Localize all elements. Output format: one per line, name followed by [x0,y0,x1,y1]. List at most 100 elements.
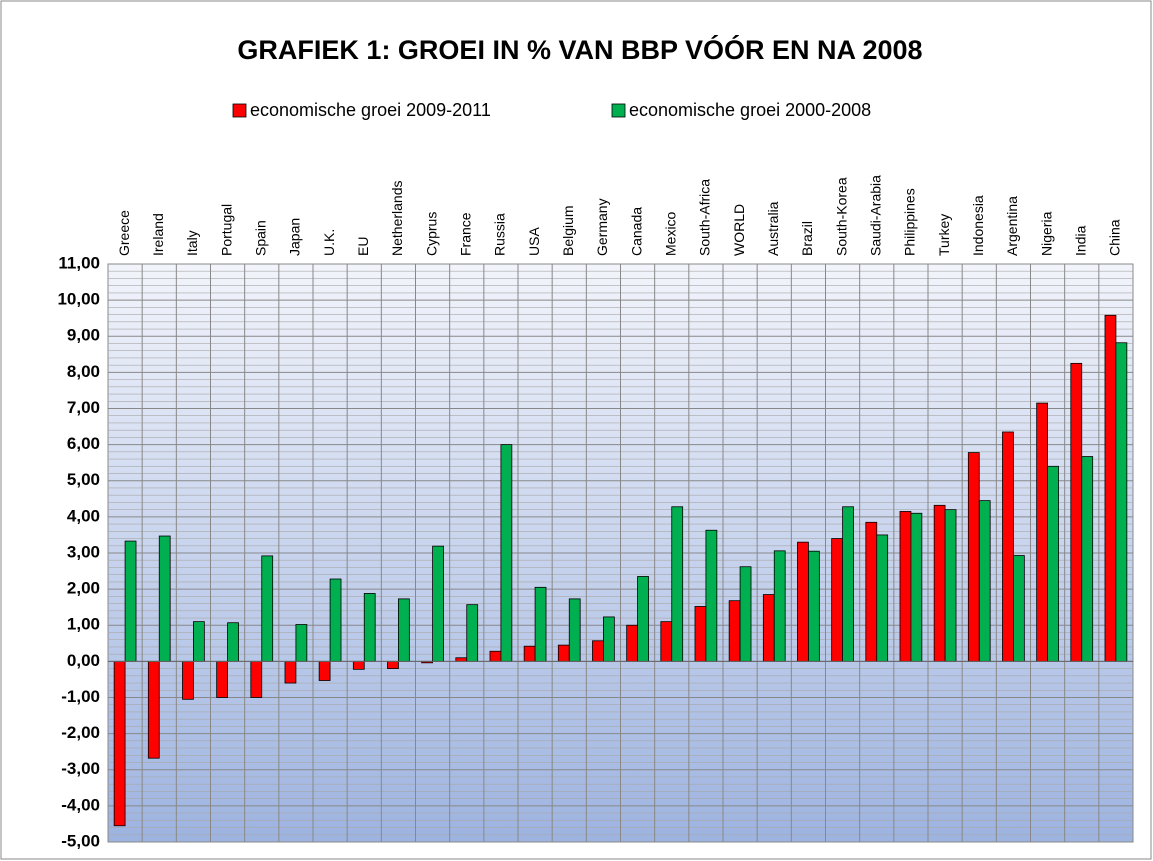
bar [387,660,399,669]
y-tick-label: -4,00 [61,795,100,814]
y-tick-label: 10,00 [57,290,100,309]
bar [295,624,308,662]
bar [147,660,160,759]
bar [398,598,410,662]
x-tick-label: Canada [628,207,644,256]
x-tick-label: France [457,212,473,256]
bar [216,660,228,698]
x-tick-label: Ireland [150,213,166,256]
bar [694,606,707,662]
x-tick-label: India [1072,225,1088,256]
y-tick-label: -2,00 [61,723,100,742]
y-tick-label: 6,00 [67,434,100,453]
legend-swatch [611,103,626,118]
bar [124,540,137,662]
bar [1047,465,1059,662]
x-tick-label: Belgium [560,205,576,256]
bar [842,506,854,662]
x-tick-label: EU [355,237,371,256]
bar [910,512,923,662]
chart-title: GRAFIEK 1: GROEI IN % VAN BBP VÓÓR EN NA… [237,34,922,65]
x-tick-label: Turkey [936,214,952,256]
bar [671,506,684,662]
bar [660,621,673,662]
bar [865,521,878,662]
bar [626,624,638,662]
bar [637,576,649,662]
bar [227,622,239,662]
x-tick-label: Nigeria [1038,211,1054,256]
bar [489,650,502,662]
y-tick-label: 11,00 [58,253,100,272]
x-tick-label: Italy [184,230,200,256]
x-tick-label: WORLD [731,204,747,256]
bar [1115,342,1128,662]
bar [1070,362,1083,662]
bar [705,529,718,662]
bar [944,509,957,662]
bar [831,538,843,662]
y-tick-label: 1,00 [67,615,100,634]
bar [261,555,274,662]
bar [1104,314,1117,662]
bar [1002,431,1014,662]
x-tick-label: Saudi-Arabia [867,175,883,256]
bar [1013,555,1025,662]
bar [363,593,376,662]
x-tick-label: Mexico [662,211,678,256]
y-tick-label: 4,00 [67,506,100,525]
legend-swatch [232,103,247,118]
x-tick-label: Greece [116,210,132,256]
bar [352,660,365,670]
bar [182,660,194,700]
y-tick-label: 5,00 [67,470,100,489]
bar [568,598,581,662]
x-tick-label: Germany [594,198,610,256]
bar [534,586,547,662]
bar [318,660,331,681]
bar [762,594,775,662]
bar [797,541,809,662]
bar [113,660,126,827]
x-tick-label: Spain [252,220,268,256]
x-tick-label: U.K. [321,229,337,256]
bar [808,550,820,662]
bar [1036,402,1048,662]
x-tick-label: Netherlands [389,181,405,257]
bar [592,640,604,662]
x-tick-label: Australia [765,201,781,256]
x-tick-label: Philippines [902,188,918,256]
legend-label: economische groei 2000-2008 [629,100,871,120]
bar [728,600,741,662]
y-tick-label: 9,00 [67,326,100,345]
x-tick-label: Argentina [1004,196,1020,256]
y-tick-label: -3,00 [61,759,100,778]
y-tick-label: -5,00 [61,831,100,850]
x-tick-label: Japan [287,218,303,256]
bar [432,545,444,662]
bar [603,616,615,662]
bar [500,444,513,662]
bar [250,660,263,698]
bar [876,534,889,662]
x-tick-label: China [1107,219,1123,256]
x-tick-label: Brazil [799,221,815,256]
bar [557,644,570,662]
legend-label: economische groei 2009-2011 [250,100,491,120]
x-tick-label: Russia [492,213,508,256]
bar [158,535,171,662]
bar [899,511,912,662]
bar [978,500,991,662]
y-tick-label: 8,00 [67,362,100,381]
bar [193,621,205,662]
x-tick-label: South-Korea [833,177,849,256]
x-tick-label: Indonesia [970,195,986,256]
bar [1081,456,1094,662]
y-tick-label: -1,00 [61,687,100,706]
bar [933,504,946,662]
x-tick-label: Cyprus [423,212,439,256]
bar [739,566,752,662]
bar [329,578,342,662]
